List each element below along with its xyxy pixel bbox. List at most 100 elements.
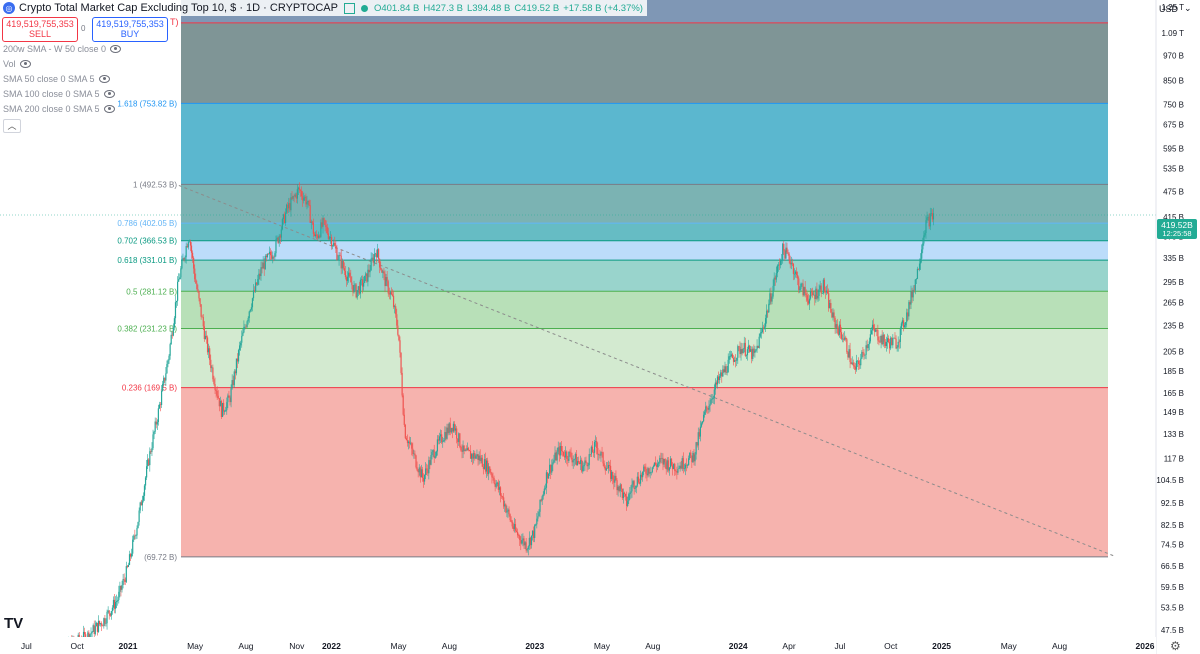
candle-body xyxy=(569,451,571,453)
y-tick-label: 1.09 T xyxy=(1161,29,1184,38)
fib-zone-2 xyxy=(181,184,1108,224)
chevron-up-icon[interactable]: ︿ xyxy=(3,119,21,133)
candle-body xyxy=(557,447,559,452)
candle-body xyxy=(729,356,731,357)
buy-button[interactable]: 419,519,755,353 BUY xyxy=(92,17,168,42)
indicator-sma-50[interactable]: SMA 50 close 0 SMA 5 xyxy=(3,74,110,84)
candle-body xyxy=(621,488,623,499)
candle-body xyxy=(547,473,550,479)
candle-body xyxy=(542,494,544,497)
candle-body xyxy=(911,291,913,298)
candle-body xyxy=(330,237,333,247)
candle-body xyxy=(123,579,125,580)
candle-body xyxy=(628,494,630,502)
candle-body xyxy=(664,459,666,463)
candle-body xyxy=(430,455,432,465)
eye-icon[interactable] xyxy=(19,60,31,68)
candle-body xyxy=(528,537,530,547)
sell-button[interactable]: 419,519,755,353 SELL xyxy=(2,17,78,42)
candle-body xyxy=(175,300,178,303)
candle-body xyxy=(247,318,249,322)
candle-body xyxy=(529,537,532,546)
candle-body xyxy=(186,246,188,248)
candle-body xyxy=(365,273,367,276)
candle-body xyxy=(166,364,168,374)
candle-body xyxy=(320,222,322,237)
candle-body xyxy=(120,585,122,590)
y-tick-label: 165 B xyxy=(1163,389,1184,398)
candle-body xyxy=(882,334,884,345)
eye-icon[interactable] xyxy=(103,105,115,113)
buy-label: BUY xyxy=(120,29,140,39)
candle-body xyxy=(157,408,159,423)
candle-body xyxy=(755,349,757,351)
fib-zone-5 xyxy=(181,260,1108,292)
candle-body xyxy=(399,340,401,353)
candle-body xyxy=(307,200,309,203)
candle-body xyxy=(859,364,861,366)
candle-body xyxy=(695,442,697,455)
candle-body xyxy=(97,620,100,632)
candle-body xyxy=(619,484,621,492)
candle-body xyxy=(112,599,115,608)
candle-body xyxy=(301,191,303,197)
candle-body xyxy=(674,463,676,471)
gear-icon[interactable]: ⚙ xyxy=(1170,639,1181,653)
candle-body xyxy=(832,312,834,318)
candle-body xyxy=(461,450,463,452)
high-value: H427.3 B xyxy=(423,2,463,14)
indicator-200w-sma[interactable]: 200w SMA - W 50 close 0 xyxy=(3,44,122,54)
candle-body xyxy=(210,359,212,369)
candle-body xyxy=(669,458,672,468)
eye-icon[interactable] xyxy=(110,45,122,53)
candle-body xyxy=(387,281,389,294)
candle-body xyxy=(98,620,101,625)
last-price-label: 419.52B 12:25:58 xyxy=(1157,219,1197,239)
currency-selector[interactable]: USD ⌄ xyxy=(1159,3,1192,14)
candle-body xyxy=(110,611,112,616)
candle-body xyxy=(293,195,295,197)
candle-body xyxy=(551,464,553,473)
candle-body xyxy=(296,189,298,199)
indicator-sma-100[interactable]: SMA 100 close 0 SMA 5 xyxy=(3,89,115,99)
title-overflow-text: T) xyxy=(170,17,179,27)
indicator-sma-200[interactable]: SMA 200 close 0 SMA 5 xyxy=(3,104,115,114)
candle-body xyxy=(258,273,260,280)
candle-body xyxy=(142,495,145,501)
candle-body xyxy=(154,421,156,432)
fib-zone-6 xyxy=(181,291,1108,329)
candle-body xyxy=(133,535,135,540)
candle-body xyxy=(634,487,636,489)
y-tick-label: 74.5 B xyxy=(1161,540,1184,549)
candle-body xyxy=(369,270,371,273)
candle-body xyxy=(111,607,114,612)
candle-body xyxy=(768,303,770,313)
chart-title[interactable]: Crypto Total Market Cap Excluding Top 10… xyxy=(19,2,338,14)
candle-body xyxy=(476,454,478,457)
candle-body xyxy=(96,622,99,632)
eye-icon[interactable] xyxy=(98,75,110,83)
square-icon[interactable] xyxy=(343,2,355,14)
candle-body xyxy=(699,426,702,437)
candle-body xyxy=(578,462,581,464)
candle-body xyxy=(703,414,705,422)
candle-body xyxy=(645,468,647,474)
candle-body xyxy=(707,408,709,410)
candle-body xyxy=(721,372,723,377)
candle-body xyxy=(151,448,153,452)
eye-icon[interactable] xyxy=(103,90,115,98)
indicator-vol[interactable]: Vol xyxy=(3,59,31,69)
candle-body xyxy=(503,497,505,507)
candle-body xyxy=(253,290,256,292)
candle-body xyxy=(829,303,831,309)
candle-body xyxy=(523,538,525,546)
tradingview-logo[interactable]: TV xyxy=(4,615,24,632)
candle-body xyxy=(206,337,209,353)
candle-body xyxy=(468,450,471,452)
candle-body xyxy=(759,333,761,337)
candle-body xyxy=(344,270,347,278)
candle-body xyxy=(456,428,458,439)
candle-body xyxy=(134,535,136,537)
candle-body xyxy=(132,539,134,554)
